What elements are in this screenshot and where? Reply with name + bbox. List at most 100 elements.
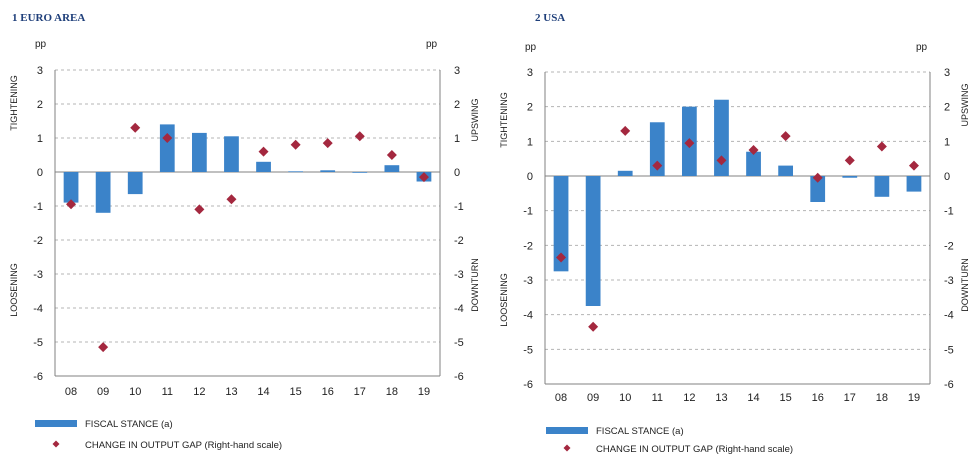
bar <box>553 176 569 272</box>
right-tick-label: 2 <box>454 99 460 111</box>
right-tick-label: 2 <box>944 102 950 114</box>
left-top-label: TIGHTENING <box>499 92 509 148</box>
left-bottom-label: LOOSENING <box>9 263 19 317</box>
diamond-point <box>684 138 695 149</box>
left-tick-label: -2 <box>33 235 43 247</box>
left-tick-label: -6 <box>33 371 43 383</box>
bar <box>63 172 79 203</box>
legend-bar-label: FISCAL STANCE (a) <box>85 419 173 430</box>
right-top-label: UPSWING <box>960 83 970 126</box>
usa-panel: 2 USA 3 3 2 2 1 1 0 0 -1 -1 -2 -2 -3 -3 -4 -4 -5 -5 -6 -6 pp… <box>490 0 980 457</box>
diamond-point <box>908 160 919 171</box>
left-unit: pp <box>525 42 537 53</box>
diamond-point <box>322 138 333 149</box>
category-label: 08 <box>555 392 567 404</box>
chart-title: 2 USA <box>535 12 566 24</box>
bar <box>649 122 665 176</box>
right-tick-label: 1 <box>454 133 460 145</box>
category-label: 16 <box>322 386 334 398</box>
category-label: 18 <box>876 392 888 404</box>
diamond-point <box>354 131 365 142</box>
legend-diamond-swatch <box>52 440 60 448</box>
left-tick-label: 2 <box>527 102 533 114</box>
category-label: 17 <box>844 392 856 404</box>
category-label: 17 <box>354 386 366 398</box>
bar <box>352 172 368 173</box>
right-tick-label: 3 <box>944 67 950 79</box>
right-tick-label: -6 <box>454 371 464 383</box>
left-tick-label: 2 <box>37 99 43 111</box>
right-tick-label: -3 <box>454 269 464 281</box>
usa-chart: 3 32 21 10 0-1 -1-2 -2-3 -3-4 -4-5 -5-6 -6pp ppTIGH… <box>499 42 970 455</box>
category-label: 11 <box>162 386 173 398</box>
diamond-point <box>588 321 599 332</box>
left-tick-label: 0 <box>527 171 533 183</box>
bar <box>95 172 111 213</box>
bar <box>617 170 633 176</box>
right-tick-label: -2 <box>944 240 954 252</box>
diamond-point <box>66 199 77 210</box>
diamond-point <box>98 342 109 353</box>
category-label: 12 <box>193 386 205 398</box>
right-bottom-label: DOWNTURN <box>470 258 480 312</box>
category-label: 19 <box>418 386 430 398</box>
category-label: 08 <box>65 386 77 398</box>
category-label: 14 <box>257 386 269 398</box>
legend-diamond-label: CHANGE IN OUTPUT GAP (Right-hand scale) <box>596 444 793 455</box>
diamond-point <box>716 155 727 166</box>
bar <box>906 176 922 192</box>
diamond-point <box>162 133 173 143</box>
diamond-point <box>194 204 205 215</box>
left-unit: pp <box>35 39 47 50</box>
right-tick-label: -2 <box>454 235 464 247</box>
left-tick-label: -3 <box>33 269 43 281</box>
bar <box>320 170 336 172</box>
euro-area-panel: 1 EURO AREA 3 3 2 2 1 1 0 0 -1 -1 -2 -2 -3 -3 -4 -4 -5 -5… <box>0 0 490 457</box>
legend-bar-swatch <box>546 427 588 434</box>
diamond-point <box>748 145 759 155</box>
right-tick-label: -4 <box>944 310 954 322</box>
left-tick-label: -5 <box>523 344 533 356</box>
category-label: 18 <box>386 386 398 398</box>
right-tick-label: -6 <box>944 379 954 391</box>
bar <box>746 151 761 176</box>
category-label: 16 <box>812 392 824 404</box>
right-tick-label: 0 <box>944 171 950 183</box>
left-top-label: TIGHTENING <box>9 75 19 131</box>
legend-diamond-label: CHANGE IN OUTPUT GAP (Right-hand scale) <box>85 440 282 451</box>
right-tick-label: -1 <box>454 201 464 213</box>
left-tick-label: -1 <box>33 201 43 213</box>
legend-bar-swatch <box>35 420 77 427</box>
category-label: 11 <box>652 392 663 404</box>
diamond-point <box>780 131 791 142</box>
bar <box>778 165 794 176</box>
bar <box>127 172 143 195</box>
left-tick-label: 0 <box>37 167 43 179</box>
right-tick-label: 0 <box>454 167 460 179</box>
left-tick-label: -2 <box>523 240 533 252</box>
category-label: 13 <box>225 386 237 398</box>
right-top-label: UPSWING <box>470 98 480 141</box>
left-tick-label: -3 <box>523 275 533 287</box>
right-tick-label: -1 <box>944 206 954 218</box>
diamond-point <box>812 172 823 183</box>
right-bottom-label: DOWNTURN <box>960 258 970 312</box>
category-label: 14 <box>747 392 759 404</box>
category-label: 15 <box>290 386 302 398</box>
category-label: 12 <box>683 392 695 404</box>
diamond-point <box>226 194 237 205</box>
left-tick-label: 3 <box>527 67 533 79</box>
diamond-point <box>652 160 663 171</box>
diamond-point <box>290 139 301 150</box>
bar <box>288 171 304 173</box>
right-tick-label: 1 <box>944 136 950 148</box>
bar <box>191 132 207 172</box>
diamond-point <box>844 155 855 166</box>
right-tick-label: -5 <box>944 344 954 356</box>
left-tick-label: -5 <box>33 337 43 349</box>
diamond-point <box>620 125 631 136</box>
right-unit: pp <box>426 39 438 50</box>
legend-bar-label: FISCAL STANCE (a) <box>596 426 684 437</box>
left-tick-label: -1 <box>523 206 533 218</box>
bar <box>224 136 239 172</box>
